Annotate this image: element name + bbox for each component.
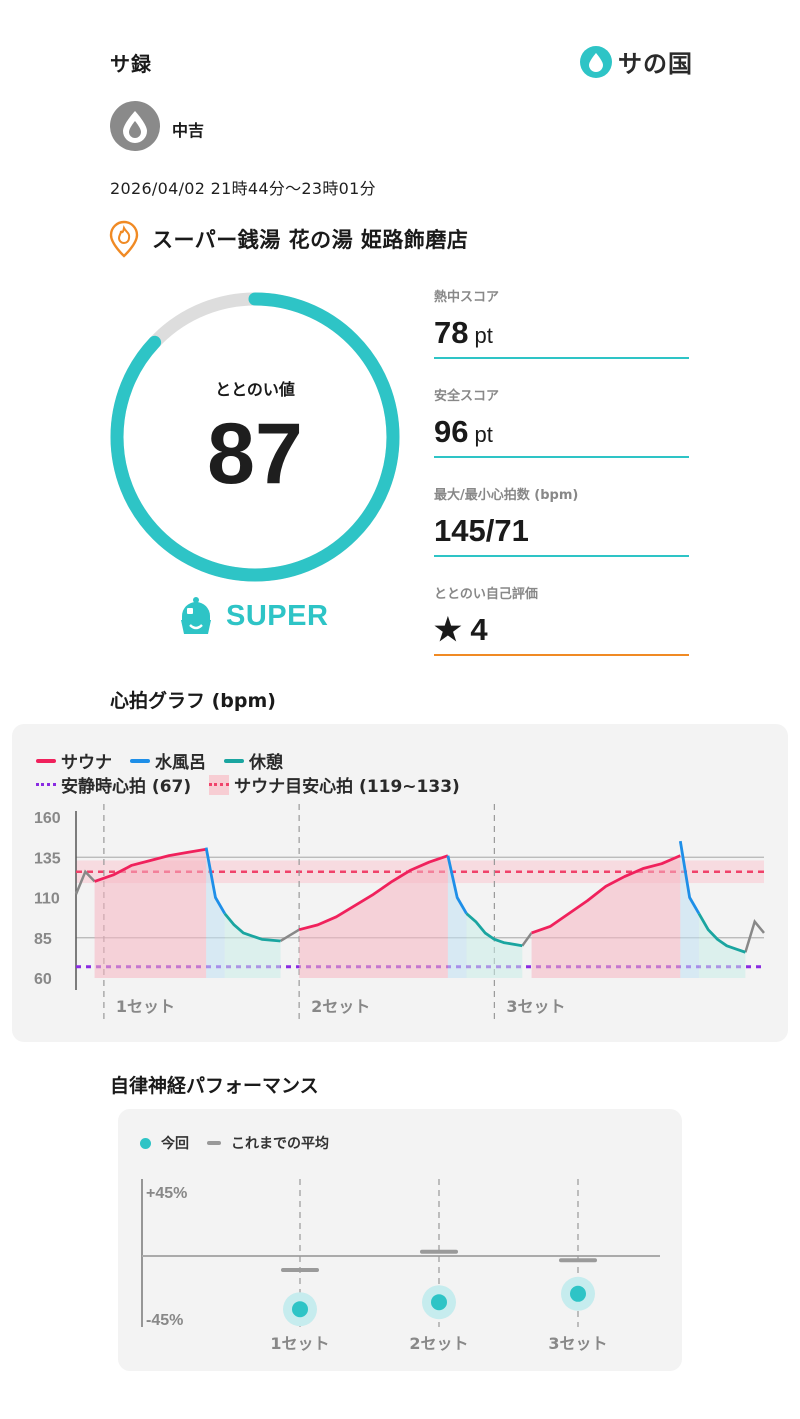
ans-chart: +45% -45% 1セット 2セット 3セット	[141, 1179, 660, 1353]
facility-name: スーパー銭湯 花の湯 姫路飾磨店	[152, 228, 469, 252]
totonoi-gauge	[110, 292, 400, 582]
totonoi-label: ととのい値	[215, 380, 295, 399]
ans-current-point	[570, 1285, 586, 1302]
hr-area	[206, 847, 225, 978]
hr-area	[466, 913, 523, 978]
metric-label: 安全スコア	[434, 389, 500, 404]
y-tick-label: 135	[34, 850, 61, 867]
ans-y-top-label: +45%	[146, 1185, 187, 1202]
session-datetime: 2026/04/02 21時44分〜23時01分	[110, 179, 376, 198]
set-label: 3セット	[506, 997, 565, 1016]
legend-average: これまでの平均	[207, 1133, 329, 1153]
set-label: 1セット	[116, 997, 175, 1016]
hr-legend-row-1: サウナ 水風呂 休憩	[36, 748, 283, 773]
metric-underline	[434, 555, 689, 557]
metric-underline	[434, 654, 689, 656]
legend-resting-hr: 安静時心拍 (67)	[36, 772, 191, 797]
legend-sauna: サウナ	[36, 748, 112, 773]
hr-line-cold-bath	[678, 840, 701, 915]
metric-value: ★ 4	[434, 612, 488, 647]
hr-line-rest	[697, 912, 746, 954]
metric-self-rating: ととのい自己評価 ★ 4	[434, 583, 689, 656]
legend-target-hr: サウナ目安心拍 (119~133)	[209, 772, 460, 797]
rank-text: SUPER	[226, 599, 329, 632]
ans-legend: 今回 これまでの平均	[140, 1133, 329, 1153]
y-tick-label: 60	[34, 971, 52, 988]
y-tick-label: 85	[34, 931, 52, 948]
metric-heart-rate-range: 最大/最小心拍数 (bpm) 145/71	[434, 484, 689, 557]
avatar[interactable]	[110, 101, 160, 151]
ans-average-mark	[559, 1258, 597, 1263]
hr-line-cold-bath	[204, 847, 226, 915]
metric-value: 96 pt	[434, 414, 493, 449]
metric-value: 78 pt	[434, 315, 493, 350]
metric-label: 熱中スコア	[434, 290, 500, 305]
hr-legend-row-2: 安静時心拍 (67) サウナ目安心拍 (119~133)	[36, 772, 460, 797]
hr-line-rest	[223, 912, 281, 943]
legend-cold-bath: 水風呂	[130, 748, 206, 773]
metric-label: 最大/最小心拍数 (bpm)	[434, 488, 579, 503]
legend-rest: 休憩	[224, 748, 283, 773]
ans-set-label: 2セット	[409, 1334, 468, 1353]
metric-label: ととのい自己評価	[434, 587, 538, 602]
ans-average-mark	[281, 1268, 319, 1272]
rank-badge: SUPER	[178, 596, 328, 636]
hr-area	[531, 855, 681, 978]
hr-line-sauna	[94, 847, 207, 883]
metric-value: 145/71	[434, 513, 529, 548]
hr-line-cold-bath	[446, 855, 468, 915]
ans-set-label: 1セット	[270, 1334, 329, 1353]
heart-rate-chart: 160 135 110 85 60 1セット 2セット 3セット	[34, 804, 765, 1020]
ans-y-bottom-label: -45%	[146, 1312, 183, 1329]
facility[interactable]: スーパー銭湯 花の湯 姫路飾磨店	[108, 220, 468, 258]
hr-area	[698, 913, 746, 978]
hr-area	[299, 855, 448, 978]
sauna-location-pin-icon	[109, 220, 139, 258]
super-helmet-icon	[181, 597, 211, 634]
metric-heat-score: 熱中スコア 78 pt	[434, 286, 689, 359]
ans-average-mark	[420, 1249, 458, 1254]
ans-current-point	[292, 1301, 308, 1318]
metric-underline	[434, 357, 689, 359]
hr-line-sauna	[298, 854, 449, 932]
heart-rate-section-title: 心拍グラフ (bpm)	[110, 690, 276, 712]
page-title: サ録	[110, 52, 152, 76]
ans-card	[118, 1109, 682, 1371]
drop-icon	[123, 111, 147, 143]
brand-name: サの国	[618, 50, 693, 78]
drop-icon	[580, 45, 612, 78]
hr-line-other	[744, 919, 765, 953]
hr-line-sauna	[531, 854, 681, 935]
brand-logo[interactable]: サの国	[580, 44, 693, 79]
user-name[interactable]: 中吉	[172, 121, 205, 140]
hr-line-other	[74, 869, 96, 895]
metric-underline	[434, 456, 689, 458]
set-label: 2セット	[311, 997, 370, 1016]
hr-area	[94, 849, 207, 978]
y-tick-label: 160	[34, 810, 61, 827]
ans-section-title: 自律神経パフォーマンス	[110, 1075, 319, 1097]
hr-line-other	[521, 932, 533, 947]
totonoi-value: 87	[207, 406, 303, 502]
legend-current: 今回	[140, 1133, 189, 1153]
hr-area	[447, 855, 467, 978]
ans-current-point	[431, 1294, 447, 1311]
y-tick-label: 110	[34, 891, 60, 908]
hr-line-rest	[465, 912, 523, 948]
hr-line-other	[279, 928, 300, 943]
metric-safety-score: 安全スコア 96 pt	[434, 385, 689, 458]
ans-set-label: 3セット	[548, 1334, 607, 1353]
